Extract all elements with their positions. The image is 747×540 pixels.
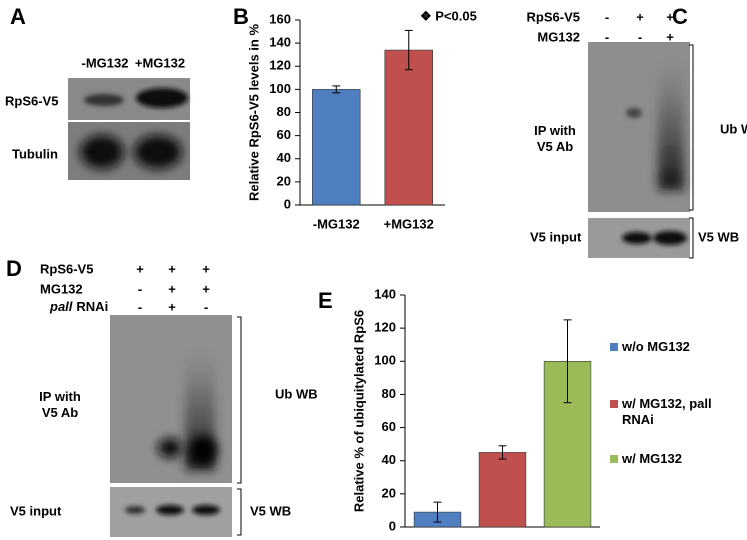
condition-label: RpS6-V5 [40,261,93,276]
y-tick-label: 100 [269,81,291,96]
y-tick-label: 120 [269,58,291,73]
legend-entry: w/ MG132, pall RNAi [622,396,712,427]
condition-sign: + [666,9,674,24]
condition-sign: - [605,29,609,44]
y-tick-label: 0 [284,196,291,211]
error-bar [404,29,413,71]
legend-label: w/ MG132 [622,451,682,466]
legend-label: w/o MG132 [622,339,690,354]
y-tick-label: 160 [269,11,291,26]
legend-swatch [610,455,618,463]
y-tick-label: 80 [382,386,396,401]
y-tick-label: 100 [374,353,396,368]
legend-entry: w/ MG132 [622,451,682,466]
bar [312,89,361,206]
y-tick-label: 0 [389,518,396,533]
x-tick-label: +MG132 [384,216,434,231]
blot-label: Ub WB [720,121,747,136]
legend-entry: w/o MG132 [622,339,690,354]
blot-label: V5 input [530,229,582,244]
y-axis-label: Relative RpS6-V5 levels in % [246,24,261,201]
legend-label: w/ MG132, pall RNAi [622,396,712,427]
y-tick-label: 120 [374,320,396,335]
error-bar [433,501,442,523]
condition-label: RNAi [76,299,108,314]
y-tick-label: 140 [374,286,396,301]
legend-swatch [610,343,618,351]
condition-sign: - [138,281,142,296]
annotation: ❖ P<0.05 [420,8,477,23]
y-tick-label: 140 [269,35,291,50]
legend-swatch [610,400,618,408]
bar [478,452,527,528]
condition-label: pall RNAi [49,299,108,314]
blot [68,78,190,180]
panel-label: B [233,4,249,29]
blot-label: IP with V5 Ab [534,123,576,154]
condition-sign: + [168,281,176,296]
y-tick-label: 20 [382,485,396,500]
lane-label: +MG132 [135,55,185,70]
blot-label: Ub WB [275,386,318,401]
condition-sign: - [638,29,642,44]
panel-label: A [10,4,26,29]
condition-sign: - [138,299,142,314]
condition-sign: + [136,261,144,276]
condition-label: RpS6-V5 [527,9,580,24]
blot [110,315,242,537]
x-tick-label: -MG132 [313,216,360,231]
condition-sign: + [666,29,674,44]
error-bar [332,85,341,94]
panel-label: D [6,256,22,281]
condition-sign: - [204,299,208,314]
row-label: Tubulin [12,146,58,161]
blot-label: V5 input [10,503,62,518]
y-tick-label: 80 [277,104,291,119]
blot-label: V5 WB [250,503,291,518]
bar [384,49,433,206]
condition-sign: - [605,9,609,24]
y-tick-label: 60 [382,419,396,434]
y-tick-label: 60 [277,127,291,142]
y-tick-label: 40 [277,150,291,165]
y-axis-label: Relative % of ubiquitylated RpS6 [351,310,366,512]
row-label: RpS6-V5 [5,93,58,108]
condition-label: MG132 [537,29,580,44]
condition-sign: + [202,261,210,276]
condition-sign: + [168,299,176,314]
condition-sign: + [168,261,176,276]
y-tick-label: 40 [382,452,396,467]
y-tick-label: 20 [277,173,291,188]
error-bar [563,319,572,404]
panel-label: E [318,288,333,313]
blot [588,42,694,259]
error-bar [498,445,507,460]
lane-label: -MG132 [82,55,129,70]
condition-label: pall [49,299,73,314]
condition-sign: + [636,9,644,24]
blot-label: V5 WB [698,229,739,244]
panel-label: C [672,4,688,29]
condition-sign: + [202,281,210,296]
blot-label: IP with V5 Ab [39,389,81,420]
condition-label: MG132 [40,281,83,296]
